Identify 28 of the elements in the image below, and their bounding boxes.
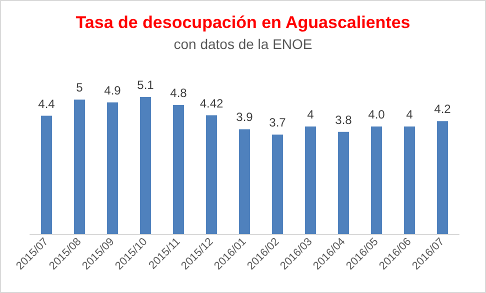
bar <box>74 100 85 234</box>
bar <box>107 102 118 234</box>
data-label: 4.8 <box>170 86 188 100</box>
data-label: 4.2 <box>434 102 452 116</box>
data-label: 4.9 <box>104 83 122 98</box>
chart-subtitle: con datos de la ENOE <box>174 36 312 52</box>
bar <box>371 126 382 234</box>
data-label: 4.42 <box>200 96 224 110</box>
data-label: 3.9 <box>236 110 254 124</box>
bar <box>206 115 217 234</box>
data-label: 4.0 <box>368 108 386 122</box>
data-label: 5.1 <box>137 78 154 92</box>
bar <box>239 129 250 234</box>
chart-title: Tasa de desocupación en Aguascalientes <box>76 13 410 32</box>
bar <box>305 126 316 234</box>
bar <box>41 116 52 234</box>
data-label: 3.8 <box>335 112 352 127</box>
bar <box>173 105 184 234</box>
bar <box>437 121 448 234</box>
data-label: 4.4 <box>38 96 56 111</box>
data-label: 5 <box>76 80 84 95</box>
data-label: 3.7 <box>269 116 286 130</box>
bar <box>338 132 349 234</box>
bar <box>404 126 415 234</box>
bar <box>272 134 283 234</box>
data-label: 4 <box>406 108 414 122</box>
bar <box>140 97 151 234</box>
data-label: 4 <box>307 108 314 122</box>
